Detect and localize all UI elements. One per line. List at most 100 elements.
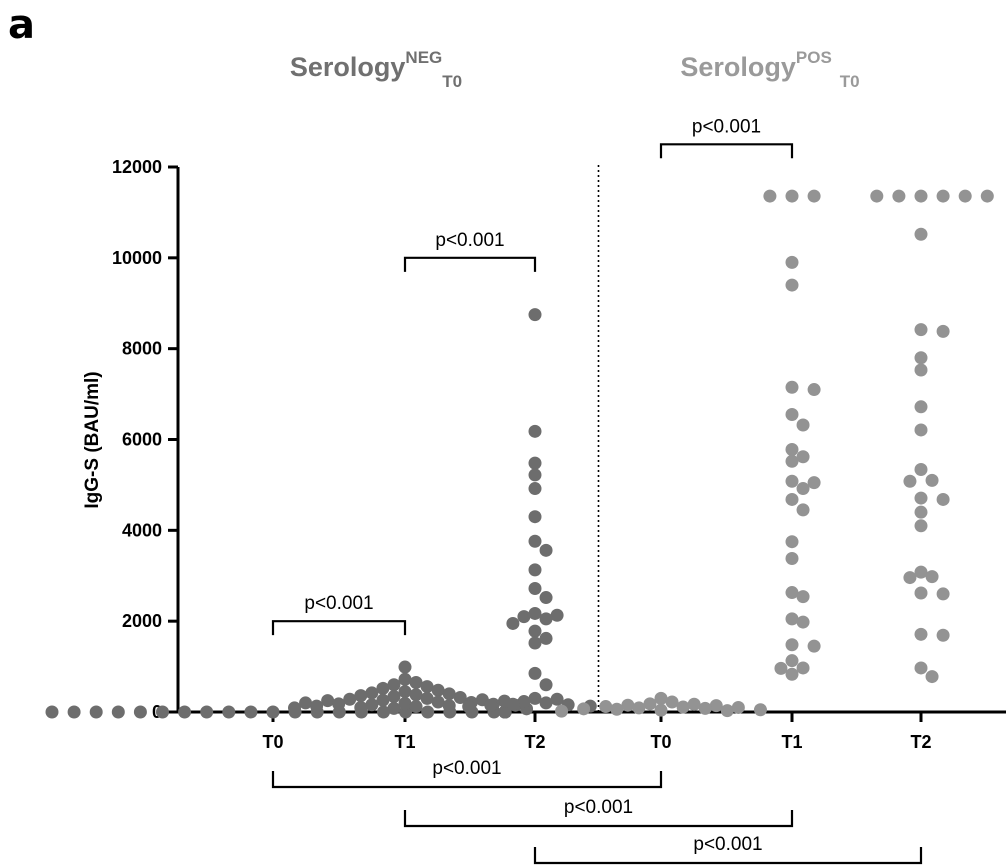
x-tick-label: T2 xyxy=(524,732,545,752)
data-point xyxy=(539,543,553,557)
data-point xyxy=(398,660,412,674)
data-point xyxy=(354,700,368,714)
data-point xyxy=(980,189,994,203)
data-point xyxy=(398,672,412,686)
data-point xyxy=(785,408,799,422)
data-point xyxy=(676,700,690,714)
data-point xyxy=(914,505,928,519)
data-point xyxy=(914,565,928,579)
data-point xyxy=(796,450,810,464)
data-point xyxy=(796,615,810,629)
data-point xyxy=(665,695,679,709)
data-point xyxy=(914,351,928,365)
data-point xyxy=(763,189,777,203)
y-axis-label: IgG-S (BAU/ml) xyxy=(82,371,103,508)
data-point xyxy=(387,690,401,704)
data-point xyxy=(709,699,723,713)
data-point xyxy=(200,705,214,719)
data-point xyxy=(914,627,928,641)
data-point xyxy=(178,705,192,719)
data-point xyxy=(914,189,928,203)
data-point xyxy=(387,701,401,715)
data-point xyxy=(936,324,950,338)
data-point xyxy=(365,698,379,712)
data-point xyxy=(785,474,799,488)
data-point xyxy=(807,476,821,490)
data-point xyxy=(654,703,668,717)
data-point xyxy=(807,383,821,397)
comparison-bracket xyxy=(403,810,794,828)
data-point xyxy=(442,687,456,701)
data-point xyxy=(621,698,635,712)
x-tick-label: T1 xyxy=(394,732,415,752)
data-point xyxy=(958,189,972,203)
y-tick-label: 2000 xyxy=(122,611,162,631)
data-point xyxy=(925,473,939,487)
data-point xyxy=(528,563,542,577)
data-point xyxy=(310,699,324,713)
y-tick-label: 8000 xyxy=(122,339,162,359)
data-point xyxy=(528,624,542,638)
data-points xyxy=(45,189,994,719)
comparison-bracket xyxy=(659,143,794,159)
data-point xyxy=(431,683,445,697)
data-point xyxy=(936,492,950,506)
data-point xyxy=(528,636,542,650)
data-point xyxy=(796,418,810,432)
data-point xyxy=(774,661,788,675)
comparison-bracket xyxy=(271,771,663,789)
data-point xyxy=(796,503,810,517)
data-point xyxy=(420,691,434,705)
data-point xyxy=(462,700,476,714)
data-point xyxy=(892,189,906,203)
comparison-bracket xyxy=(533,847,923,865)
data-point xyxy=(376,693,390,707)
data-point xyxy=(914,462,928,476)
data-point xyxy=(528,308,542,322)
data-point xyxy=(343,692,357,706)
data-point xyxy=(785,278,799,292)
data-point xyxy=(398,685,412,699)
significance-brackets: p<0.001 p<0.001 p<0.001 p<0.001 p<0.001 p<0.0… xyxy=(271,116,923,865)
data-point xyxy=(421,705,435,719)
data-point xyxy=(785,442,799,456)
data-point xyxy=(387,678,401,692)
data-point xyxy=(698,701,712,715)
data-point xyxy=(539,678,553,692)
group-title-neg-base: Serology xyxy=(290,52,406,82)
data-point xyxy=(731,700,745,714)
p-value-label: p<0.001 xyxy=(432,758,501,779)
data-point xyxy=(807,639,821,653)
data-point xyxy=(409,700,423,714)
data-point xyxy=(785,380,799,394)
data-point xyxy=(528,482,542,496)
p-value-label: p<0.001 xyxy=(692,116,761,137)
data-point xyxy=(753,703,767,717)
data-point xyxy=(299,696,313,710)
group-title-pos-sub: T0 xyxy=(840,72,860,91)
data-point xyxy=(914,363,928,377)
y-tick-label: 10000 xyxy=(112,248,162,268)
data-point xyxy=(914,586,928,600)
p-value-label: p<0.001 xyxy=(564,797,633,818)
y-tick-label: 6000 xyxy=(122,430,162,450)
data-point xyxy=(409,688,423,702)
panel-label: a xyxy=(8,2,35,48)
data-point xyxy=(550,608,564,622)
data-point xyxy=(67,705,81,719)
x-tick-label: T0 xyxy=(650,732,671,752)
x-tick-label: T1 xyxy=(781,732,802,752)
data-point xyxy=(785,638,799,652)
data-point xyxy=(555,704,569,718)
comparison-bracket xyxy=(271,620,407,636)
data-point xyxy=(936,189,950,203)
data-point xyxy=(914,227,928,241)
group-title-neg-sup: NEG xyxy=(405,48,442,67)
data-point xyxy=(654,691,668,705)
data-point xyxy=(785,535,799,549)
data-point xyxy=(517,695,531,709)
data-point xyxy=(266,705,280,719)
data-point xyxy=(610,702,624,716)
data-point xyxy=(903,571,917,585)
